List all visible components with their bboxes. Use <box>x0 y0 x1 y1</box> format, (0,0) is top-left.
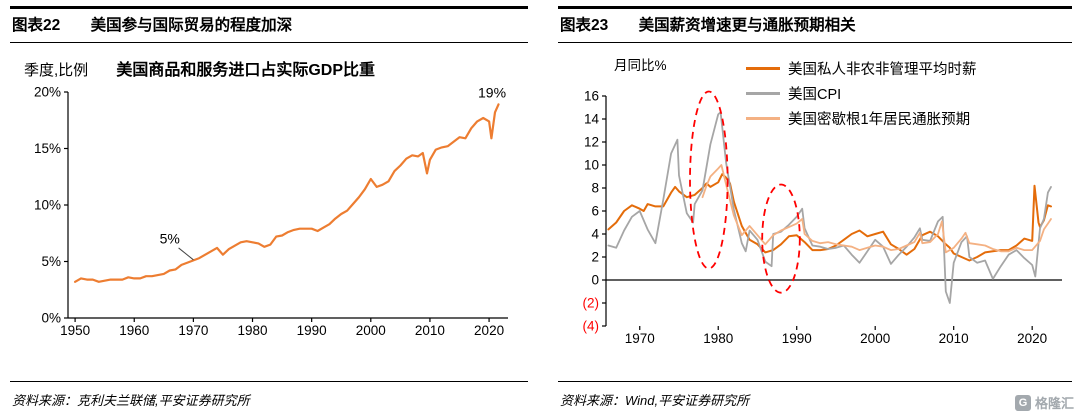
svg-text:20%: 20% <box>34 85 61 100</box>
svg-text:16: 16 <box>584 89 599 104</box>
svg-text:1980: 1980 <box>237 323 267 338</box>
svg-text:1980: 1980 <box>703 331 733 346</box>
svg-text:2000: 2000 <box>356 323 386 338</box>
figure-23-source: 资料来源：Wind,平安证券研究所 <box>558 381 1072 408</box>
legend-label-wage: 美国私人非农非管理平均时薪 <box>788 62 977 78</box>
svg-text:5%: 5% <box>160 230 180 246</box>
legend-item-cpi: 美国CPI <box>746 81 977 106</box>
wage-line-swatch <box>746 66 780 71</box>
legend-item-wage: 美国私人非农非管理平均时薪 <box>746 56 977 81</box>
chart-22-title: 美国商品和服务进口占实际GDP比重 <box>116 62 376 79</box>
svg-text:4: 4 <box>591 227 599 242</box>
svg-text:1970: 1970 <box>178 323 208 338</box>
axis-unit-label: 季度,比例 <box>24 62 89 79</box>
svg-text:(4): (4) <box>583 319 600 334</box>
svg-text:10%: 10% <box>34 198 61 213</box>
svg-text:6: 6 <box>591 204 599 219</box>
figure-22-subtitle-row: 季度,比例 美国商品和服务进口占实际GDP比重 <box>24 56 528 79</box>
svg-text:2020: 2020 <box>474 323 504 338</box>
figure-22-source: 资料来源：克利夫兰联储,平安证券研究所 <box>10 381 528 408</box>
figure-22-title: 美国参与国际贸易的程度加深 <box>90 17 293 34</box>
figure-23-header: 图表23 美国薪资增速更与通胀预期相关 <box>558 6 1072 43</box>
figure-23-title: 美国薪资增速更与通胀预期相关 <box>638 17 856 34</box>
svg-text:10: 10 <box>584 158 599 173</box>
svg-text:15%: 15% <box>34 141 61 156</box>
svg-text:2020: 2020 <box>1017 331 1047 346</box>
svg-text:2: 2 <box>591 250 599 265</box>
svg-text:2010: 2010 <box>939 331 969 346</box>
svg-text:1950: 1950 <box>60 323 90 338</box>
svg-text:12: 12 <box>584 135 599 150</box>
imports-gdp-line-chart: 0% 5% 10% 15% 20% 1950 1960 1970 1980 1990 2000 201… <box>34 85 508 338</box>
svg-text:1970: 1970 <box>625 331 655 346</box>
svg-text:0: 0 <box>591 273 599 288</box>
svg-text:2010: 2010 <box>415 323 445 338</box>
michigan-line-swatch <box>746 116 780 121</box>
figure-22-panel: 图表22 美国参与国际贸易的程度加深 季度,比例 美国商品和服务进口占实际GDP… <box>10 6 528 410</box>
gelonghui-logo-icon: G <box>1014 394 1031 411</box>
svg-text:1960: 1960 <box>119 323 149 338</box>
legend-label-cpi: 美国CPI <box>788 87 842 103</box>
figure-22-number: 图表22 <box>12 17 61 34</box>
svg-text:19%: 19% <box>478 85 506 101</box>
svg-text:2000: 2000 <box>860 331 890 346</box>
svg-text:8: 8 <box>591 181 599 196</box>
svg-text:1990: 1990 <box>782 331 812 346</box>
gelonghui-logo: G 格隆汇 <box>1014 393 1074 412</box>
figure-23-number: 图表23 <box>560 17 609 34</box>
figure-23-panel: 图表23 美国薪资增速更与通胀预期相关 月同比% 16 14 12 10 8 6 4 2 0 (2… <box>558 6 1072 410</box>
svg-text:(2): (2) <box>583 296 600 311</box>
chart-legend: 美国私人非农非管理平均时薪 美国CPI 美国密歇根1年居民通胀预期 <box>746 56 977 131</box>
figure-22-header: 图表22 美国参与国际贸易的程度加深 <box>10 6 528 43</box>
svg-text:5%: 5% <box>41 254 61 269</box>
y-axis-unit-label: 月同比% <box>614 58 667 73</box>
wage-inflation-line-chart: 16 14 12 10 8 6 4 2 0 (2) (4) 1970 1980 1990 2000 2010 2… <box>583 89 1062 346</box>
svg-text:1990: 1990 <box>297 323 327 338</box>
svg-text:0%: 0% <box>41 311 61 326</box>
legend-item-michigan: 美国密歇根1年居民通胀预期 <box>746 106 977 131</box>
legend-label-michigan: 美国密歇根1年居民通胀预期 <box>788 112 971 128</box>
gelonghui-logo-text: 格隆汇 <box>1034 396 1074 411</box>
cpi-line-swatch <box>746 91 780 96</box>
svg-text:14: 14 <box>584 112 600 127</box>
